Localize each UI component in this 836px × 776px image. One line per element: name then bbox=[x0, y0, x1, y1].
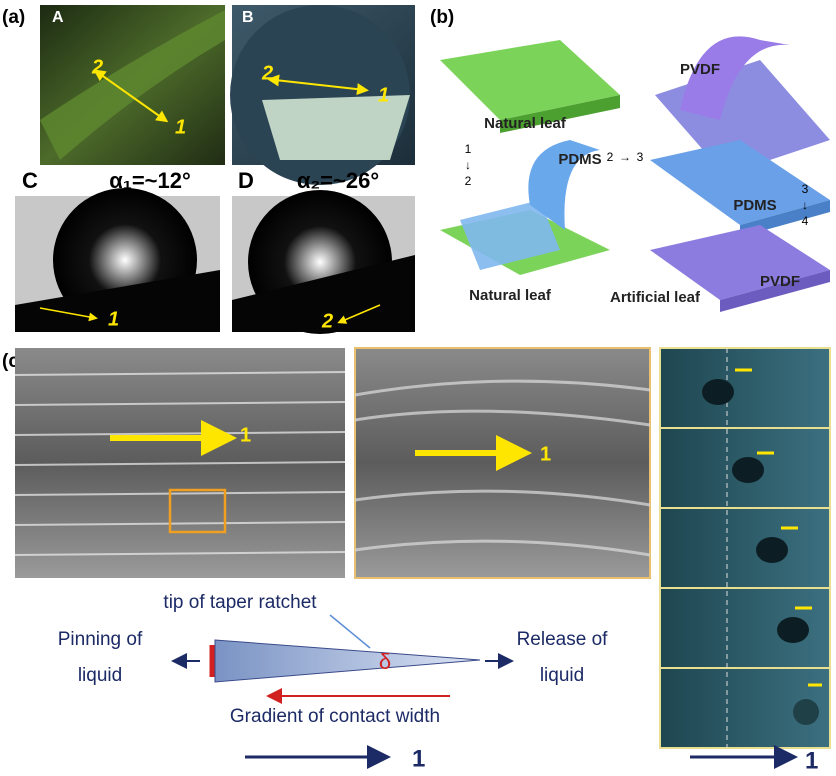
direction-label: 2 bbox=[261, 62, 273, 84]
direction-label: 1 bbox=[412, 745, 425, 772]
step: 1 bbox=[465, 142, 472, 156]
direction-label: 1 bbox=[240, 424, 251, 446]
angle-symbol: δ bbox=[379, 649, 391, 674]
pointer bbox=[330, 615, 370, 648]
annotation: tip of taper ratchet bbox=[163, 592, 317, 613]
material-label: PVDF bbox=[680, 61, 720, 78]
photo-label: D bbox=[238, 168, 254, 193]
annotation: Pinning of bbox=[58, 629, 143, 650]
contact-angle: α₂=~26° bbox=[297, 168, 379, 193]
panel-label: (b) bbox=[430, 7, 454, 28]
photo-label: C bbox=[22, 168, 38, 193]
annotation: liquid bbox=[540, 665, 584, 686]
step: 4 bbox=[802, 214, 809, 228]
material-label: PVDF bbox=[760, 273, 800, 290]
material-label: Natural leaf bbox=[469, 287, 552, 304]
frames bbox=[660, 348, 830, 748]
step: 2 bbox=[607, 150, 614, 164]
direction-label: 1 bbox=[175, 116, 186, 138]
photo-label: B bbox=[242, 9, 254, 26]
step-arrow: ↓ bbox=[465, 158, 471, 172]
step: 3 bbox=[802, 182, 809, 196]
material-label: PDMS bbox=[733, 197, 776, 214]
direction-label: 1 bbox=[378, 84, 389, 106]
photo-label: A bbox=[52, 9, 64, 26]
direction-label: 2 bbox=[321, 310, 333, 332]
step: 2 bbox=[465, 174, 472, 188]
annotation: liquid bbox=[78, 665, 122, 686]
material-label: Natural leaf bbox=[484, 115, 567, 132]
taper bbox=[215, 640, 480, 682]
direction-label: 1 bbox=[108, 308, 119, 330]
direction-label: 1 bbox=[540, 443, 551, 465]
direction-label: 2 bbox=[91, 56, 103, 78]
direction-label: 1 bbox=[805, 747, 818, 774]
annotation: Release of bbox=[517, 629, 609, 650]
step-arrow: ↓ bbox=[802, 198, 808, 212]
panel-label: (a) bbox=[2, 7, 25, 28]
step-arrow: → bbox=[619, 150, 631, 164]
material-label: PDMS bbox=[558, 151, 601, 168]
material-label: Artificial leaf bbox=[610, 289, 701, 306]
annotation: Gradient of contact width bbox=[230, 706, 440, 727]
step: 3 bbox=[637, 150, 644, 164]
figure: (a) A 2 1 B 2 1 C α₁=~12° D α₂=~26° 1 2 … bbox=[0, 0, 836, 776]
